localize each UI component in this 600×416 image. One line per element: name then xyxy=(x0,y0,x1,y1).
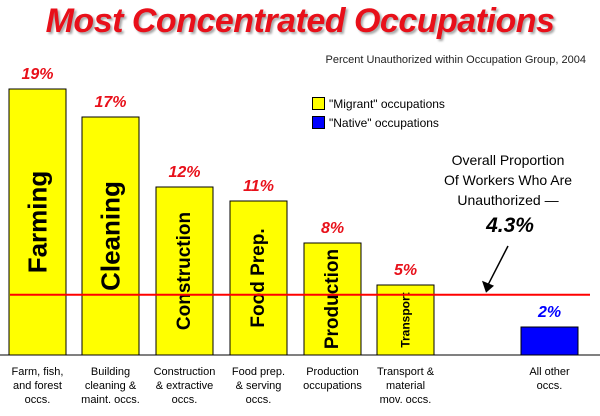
legend-swatch-native xyxy=(312,116,325,129)
bar-2 xyxy=(155,186,214,356)
bar-value-label-0: 19% xyxy=(21,66,53,83)
bar-value-label-1: 17% xyxy=(94,94,126,111)
chart-subtitle: Percent Unauthorized within Occupation G… xyxy=(325,54,587,66)
overall-annotation: Overall Proportion Of Workers Who Are Un… xyxy=(418,150,598,210)
category-label-1-line-2: maint. occs. xyxy=(81,394,140,406)
annotation-arrow-head xyxy=(482,280,494,293)
chart-title: Most Concentrated Occupations xyxy=(45,2,555,40)
bar-4 xyxy=(303,242,362,356)
category-label-2-line-1: & extractive xyxy=(156,380,213,392)
bar-inner-label-3: Food Prep. xyxy=(248,228,269,327)
category-label-0-line-1: and forest xyxy=(13,380,62,392)
annotation-value: 4.3% xyxy=(486,214,534,237)
bar-inner-label-2: Construction xyxy=(174,212,195,330)
bar-inner-label-4: Production xyxy=(322,249,343,349)
legend-label-native: "Native" occupations xyxy=(329,115,439,130)
category-label-5-line-0: Transport & xyxy=(377,366,435,378)
category-label-3-line-2: occs. xyxy=(246,394,272,406)
bar-6 xyxy=(520,326,579,356)
category-label-0-line-0: Farm, fish, xyxy=(12,366,64,378)
category-label-6-line-0: All other xyxy=(529,366,570,378)
category-label-1-line-0: Building xyxy=(91,366,130,378)
bar-value-label-3: 11% xyxy=(243,178,274,195)
annotation-line-1: Overall Proportion xyxy=(451,152,565,168)
annotation-line-3: Unauthorized — xyxy=(457,192,559,208)
bar-value-label-4: 8% xyxy=(321,220,344,237)
bar-5 xyxy=(376,284,435,356)
bar-inner-label-1: Cleaning xyxy=(96,181,126,291)
legend-entry-migrant: "Migrant" occupations xyxy=(312,94,445,113)
bar-3 xyxy=(229,200,288,356)
category-label-4-line-1: occupations xyxy=(303,380,362,392)
bar-value-label-6: 2% xyxy=(537,304,561,321)
category-label-6-line-1: occs. xyxy=(537,380,563,392)
bar-inner-label-5: Transport xyxy=(399,292,413,347)
category-label-0-line-2: occs. xyxy=(25,394,51,406)
bar-inner-label-0: Farming xyxy=(23,171,53,274)
bar-value-label-2: 12% xyxy=(168,164,200,181)
category-label-1-line-1: cleaning & xyxy=(85,380,137,392)
bar-value-label-5: 5% xyxy=(394,262,417,279)
annotation-line-2: Of Workers Who Are xyxy=(443,172,573,188)
category-label-2-line-0: Construction xyxy=(154,366,216,378)
category-label-3-line-0: Food prep. xyxy=(232,366,285,378)
category-label-2-line-2: occs. xyxy=(172,394,198,406)
legend-label-migrant: "Migrant" occupations xyxy=(329,96,445,111)
category-label-3-line-1: & serving xyxy=(236,380,282,392)
legend: "Migrant" occupations "Native" occupatio… xyxy=(312,94,445,132)
category-label-5-line-2: mov. occs. xyxy=(380,394,432,406)
category-label-4-line-0: Production xyxy=(306,366,359,378)
legend-entry-native: "Native" occupations xyxy=(312,113,445,132)
legend-swatch-migrant xyxy=(312,97,325,110)
bar-0 xyxy=(8,88,67,356)
annotation-arrow-shaft xyxy=(485,245,509,290)
category-label-5-line-1: material xyxy=(386,380,425,392)
